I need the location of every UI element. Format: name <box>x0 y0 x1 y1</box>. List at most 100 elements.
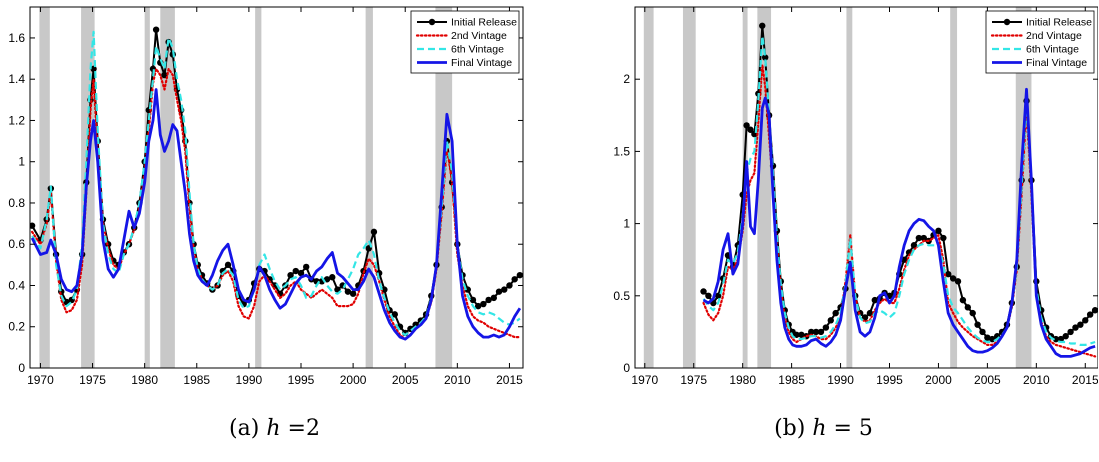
x-tick-label: 2010 <box>1023 373 1050 387</box>
caption-b: (b) h = 5 <box>549 416 1098 441</box>
series-point-initial-release <box>974 321 981 328</box>
series-point-initial-release <box>266 276 273 283</box>
series-point-initial-release <box>292 267 299 275</box>
legend-label-2nd-vintage: 2nd Vintage <box>451 30 507 42</box>
series-point-initial-release <box>817 328 825 336</box>
recession-band <box>81 7 95 368</box>
series-point-initial-release <box>469 296 477 304</box>
series-point-initial-release <box>915 234 923 242</box>
caption-a-var: h <box>266 416 281 441</box>
x-tick-label: 2005 <box>392 373 419 387</box>
x-tick-label: 1970 <box>631 373 658 387</box>
series-point-initial-release <box>715 292 722 299</box>
series-point-initial-release <box>1086 311 1094 318</box>
series-point-initial-release <box>827 317 834 324</box>
series-point-initial-release <box>700 288 707 295</box>
series-point-initial-release <box>370 228 378 236</box>
series-point-initial-release <box>1062 333 1069 340</box>
legend-label-initial-release: Initial Release <box>451 17 517 29</box>
series-point-initial-release <box>759 22 766 29</box>
series-point-initial-release <box>949 275 957 282</box>
series-point-initial-release <box>832 309 839 317</box>
series-point-initial-release <box>506 282 513 289</box>
plot-area-frame <box>634 6 1098 369</box>
legend-marker-initial-release <box>1003 18 1011 26</box>
caption-a-label: (a) <box>229 416 260 441</box>
series-point-initial-release <box>920 234 927 242</box>
series-point-initial-release <box>945 270 952 278</box>
y-tick-label: 1.6 <box>8 31 25 45</box>
series-point-initial-release <box>90 65 97 73</box>
y-tick-label: 1.2 <box>8 113 25 127</box>
series-point-initial-release <box>474 302 482 310</box>
series-point-initial-release <box>480 300 487 308</box>
x-tick-label: 1980 <box>131 373 158 387</box>
x-tick-label: 1980 <box>729 373 756 387</box>
recession-band <box>255 7 262 368</box>
series-point-initial-release <box>798 331 805 338</box>
x-tick-label: 2005 <box>974 373 1001 387</box>
series-point-initial-release <box>822 324 830 331</box>
chart-a: 1970 1975 1980 1985 1990 1995 2000 2005 2010 2015… <box>8 6 524 387</box>
series-point-initial-release <box>516 271 523 279</box>
legend-marker-initial-release <box>428 18 436 26</box>
legend-label-6th-vintage: 6th Vintage <box>451 44 504 56</box>
recession-band <box>160 7 175 368</box>
legend-label-initial-release: Initial Release <box>1026 17 1092 29</box>
series-point-initial-release <box>152 26 160 33</box>
series-point-initial-release <box>1082 317 1089 324</box>
series-point-initial-release <box>30 222 36 229</box>
legend-label-final-vintage: Final Vintage <box>1026 57 1087 69</box>
y-tick-label: 1.5 <box>613 144 630 158</box>
series-point-initial-release <box>329 274 336 281</box>
x-tick-label: 1975 <box>680 373 707 387</box>
y-tick-label: 0 <box>18 361 25 375</box>
series-point-initial-release <box>1077 321 1084 328</box>
chart-b: 1970 1975 1980 1985 1990 1995 2000 2005 2010 2015… <box>613 6 1098 387</box>
recession-band <box>39 7 50 368</box>
x-tick-label: 1990 <box>236 373 263 387</box>
series-point-initial-release <box>490 294 498 302</box>
series-point-initial-release <box>959 296 967 304</box>
y-tick-label: 0.8 <box>8 196 25 210</box>
y-tick-label: 0 <box>623 361 630 375</box>
caption-a-eq: =2 <box>287 416 320 441</box>
x-tick-label: 1985 <box>183 373 210 387</box>
series-point-initial-release <box>224 261 232 269</box>
series-point-initial-release <box>807 328 815 336</box>
recession-band <box>144 7 150 368</box>
series-point-initial-release <box>381 286 388 293</box>
series-point-initial-release <box>910 242 918 249</box>
x-tick-label: 1995 <box>876 373 903 387</box>
caption-b-label: (b) <box>774 416 806 441</box>
chart-panel-b: 1970 1975 1980 1985 1990 1995 2000 2005 2010 2015… <box>549 0 1098 462</box>
recession-band <box>846 7 853 368</box>
series-line-6th-vintage <box>702 34 1096 346</box>
series-point-initial-release <box>954 278 962 285</box>
y-tick-label: 0.6 <box>8 237 25 251</box>
series-line-final-vintage <box>30 88 522 341</box>
x-tick-label: 2000 <box>925 373 952 387</box>
caption-b-var: h <box>812 416 827 441</box>
y-tick-label: 0.2 <box>8 320 25 334</box>
x-tick-label: 1995 <box>288 373 315 387</box>
y-tick-label: 0.4 <box>8 278 25 292</box>
x-tick-label: 2015 <box>1072 373 1098 387</box>
plot-area-frame <box>29 6 524 369</box>
series-line-final-vintage <box>702 87 1096 358</box>
y-tick-label: 1 <box>623 217 630 231</box>
y-tick-label: 2 <box>623 72 630 86</box>
series-point-initial-release <box>743 122 750 129</box>
legend-label-final-vintage: Final Vintage <box>451 57 512 69</box>
series-point-initial-release <box>1067 328 1074 336</box>
caption-b-eq: = 5 <box>833 416 873 441</box>
series-point-initial-release <box>297 269 305 277</box>
series-point-initial-release <box>964 304 972 311</box>
series-point-initial-release <box>344 288 352 295</box>
x-tick-label: 1990 <box>827 373 854 387</box>
series-point-initial-release <box>1052 335 1060 343</box>
series-point-initial-release <box>485 296 492 304</box>
x-tick-label: 1970 <box>27 373 54 387</box>
